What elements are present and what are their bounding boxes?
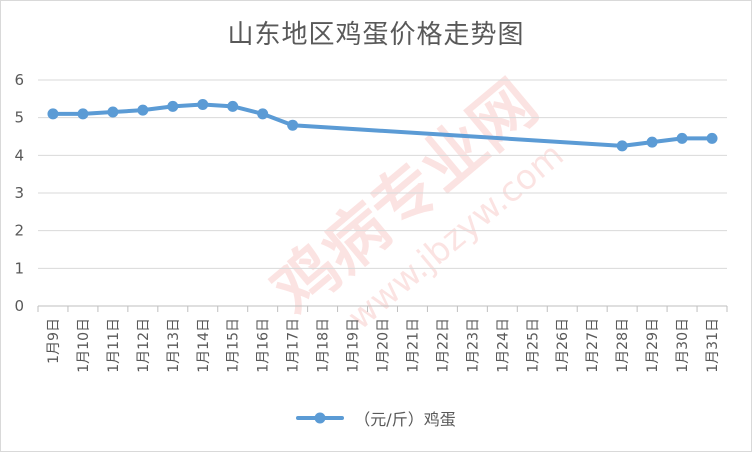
data-point [167,100,179,112]
x-tick-label: 1月18日 [316,318,332,373]
x-tick-label: 1月23日 [465,318,481,373]
x-tick-label: 1月12日 [136,318,152,373]
x-tick-label: 1月31日 [705,318,721,373]
data-point [137,104,149,116]
x-tick-label: 1月24日 [495,318,511,373]
x-tick-label: 1月19日 [346,318,362,373]
data-point [257,108,269,120]
data-point [287,119,299,131]
y-tick-label: 2 [14,222,24,240]
y-tick-label: 6 [14,71,24,89]
x-tick-label: 1月28日 [615,318,631,373]
chart-title: 山东地区鸡蛋价格走势图 [227,20,525,50]
y-tick-label: 3 [14,184,24,202]
x-tick-label: 1月11日 [106,318,122,373]
x-tick-label: 1月17日 [286,318,302,373]
x-tick-label: 1月9日 [46,318,62,364]
y-tick-label: 0 [14,297,24,315]
series-line [50,102,715,148]
legend-swatch-icon [296,412,345,424]
y-tick-label: 5 [14,109,24,127]
x-tick-label: 1月25日 [525,318,541,373]
y-tick-label: 4 [14,146,24,164]
y-tick-label: 1 [14,259,24,277]
x-tick-label: 1月14日 [196,318,212,373]
data-point [646,136,658,148]
data-point [616,140,628,152]
x-tick-label: 1月22日 [435,318,451,373]
x-tick-label: 1月15日 [226,318,242,373]
data-point [107,106,119,118]
x-tick-label: 1月27日 [585,318,601,373]
x-tick-label: 1月29日 [645,318,661,373]
x-tick-label: 1月20日 [376,318,392,373]
data-point [227,100,239,112]
x-tick-label: 1月21日 [405,318,421,373]
x-tick-label: 1月26日 [555,318,571,373]
x-tick-label: 1月13日 [166,318,182,373]
data-point [47,108,59,120]
x-tick-label: 1月30日 [675,318,691,373]
data-point [706,132,718,144]
x-tick-label: 1月10日 [76,318,92,373]
data-point [77,108,89,120]
legend: （元/斤）鸡蛋 [0,406,752,430]
legend-label: （元/斤）鸡蛋 [354,410,456,429]
data-point [676,132,688,144]
data-point [197,98,209,110]
x-tick-label: 1月16日 [256,318,272,373]
